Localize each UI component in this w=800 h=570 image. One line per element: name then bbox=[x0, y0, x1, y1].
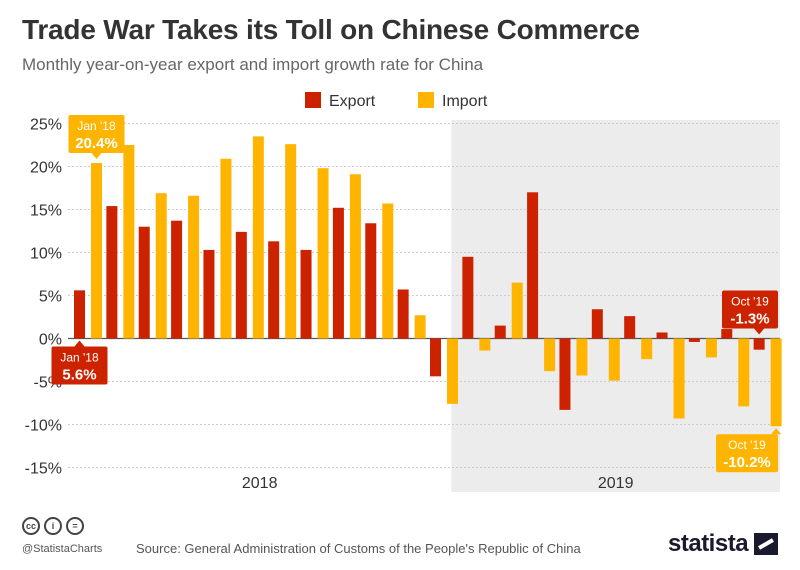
y-tick-label: 15% bbox=[30, 203, 62, 220]
import-bar bbox=[382, 203, 394, 339]
import-bar bbox=[511, 282, 523, 339]
year-label: 2018 bbox=[242, 475, 278, 492]
statista-logo-text: statista bbox=[668, 530, 749, 557]
y-tick-label: 0% bbox=[39, 332, 62, 349]
by-icon: i bbox=[44, 517, 62, 535]
callout-value: -10.2% bbox=[723, 454, 771, 471]
footer-handle: @StatistaCharts bbox=[22, 543, 103, 555]
export-bar bbox=[656, 332, 668, 339]
import-bar bbox=[188, 195, 200, 339]
chart-title: Trade War Takes its Toll on Chinese Comm… bbox=[22, 14, 640, 45]
callout-month: Oct '19 bbox=[728, 438, 766, 452]
export-bar bbox=[268, 241, 280, 339]
import-bar bbox=[770, 338, 782, 427]
export-bar bbox=[721, 329, 733, 339]
callout-box bbox=[722, 290, 778, 329]
import-bar bbox=[608, 338, 620, 381]
y-tick-label: 25% bbox=[30, 117, 62, 134]
import-bar bbox=[155, 193, 167, 339]
callout-month: Jan '18 bbox=[77, 119, 116, 133]
export-bar bbox=[203, 249, 215, 339]
y-tick-label: -15% bbox=[25, 461, 62, 478]
callout-box bbox=[716, 434, 778, 473]
nd-icon: = bbox=[66, 517, 84, 535]
export-bar bbox=[138, 226, 150, 339]
import-bar bbox=[447, 338, 458, 404]
export-bar bbox=[397, 289, 409, 339]
export-bar bbox=[171, 220, 183, 339]
export-bar bbox=[494, 325, 506, 339]
import-bar bbox=[479, 338, 491, 351]
import-bar bbox=[91, 163, 102, 339]
export-bar bbox=[430, 338, 441, 377]
import-bar bbox=[252, 136, 264, 339]
y-tick-label: 5% bbox=[39, 289, 62, 306]
year-label: 2019 bbox=[598, 475, 634, 492]
export-bar bbox=[591, 309, 603, 339]
callout-value: -1.3% bbox=[730, 311, 769, 328]
import-bar bbox=[317, 168, 329, 339]
y-tick-label: -10% bbox=[25, 418, 62, 435]
callout-pointer bbox=[91, 153, 102, 160]
import-bar bbox=[414, 315, 426, 339]
statista-logo: statista bbox=[668, 530, 779, 558]
import-bar bbox=[349, 174, 361, 339]
export-bar bbox=[106, 206, 118, 339]
import-bar bbox=[673, 338, 685, 419]
export-bar bbox=[688, 338, 700, 342]
import-bar bbox=[285, 144, 297, 339]
import-bar bbox=[220, 158, 232, 339]
export-bar bbox=[74, 290, 85, 339]
import-bar bbox=[705, 338, 717, 358]
export-bar bbox=[365, 223, 377, 339]
callout-month: Oct '19 bbox=[731, 295, 769, 309]
legend-swatch bbox=[418, 92, 434, 108]
callout-value: 20.4% bbox=[75, 135, 118, 152]
import-bar bbox=[641, 338, 653, 360]
import-bar bbox=[544, 338, 556, 372]
license-icons: cc i = bbox=[22, 517, 84, 535]
export-bar bbox=[624, 316, 636, 339]
callout-value: 5.6% bbox=[62, 367, 96, 384]
export-bar bbox=[753, 338, 765, 350]
import-bar bbox=[123, 145, 135, 339]
export-bar bbox=[332, 207, 344, 339]
import-bar bbox=[738, 338, 750, 407]
legend-swatch bbox=[305, 92, 321, 108]
legend-label: Import bbox=[442, 93, 488, 110]
y-tick-label: 20% bbox=[30, 160, 62, 177]
callout-pointer bbox=[771, 428, 782, 435]
legend-label: Export bbox=[329, 93, 376, 110]
footer-source: Source: General Administration of Custom… bbox=[136, 541, 581, 556]
chart-subtitle: Monthly year-on-year export and import g… bbox=[22, 55, 484, 74]
export-bar bbox=[527, 192, 539, 339]
export-bar bbox=[462, 256, 474, 339]
y-tick-label: 10% bbox=[30, 246, 62, 263]
callout-box bbox=[68, 115, 125, 154]
import-bar bbox=[576, 338, 588, 376]
export-bar bbox=[559, 338, 571, 410]
statista-logo-mark-icon bbox=[754, 533, 779, 555]
callout-month: Jan '18 bbox=[60, 351, 99, 365]
callout-box bbox=[51, 346, 108, 385]
cc-icon: cc bbox=[22, 517, 40, 535]
bar-chart: 25%20%15%10%5%0%-5%-10%-15%2018 2019Expor… bbox=[25, 92, 782, 492]
export-bar bbox=[300, 249, 312, 339]
export-bar bbox=[235, 231, 247, 339]
callout-pointer bbox=[754, 328, 765, 335]
callout-pointer bbox=[74, 340, 85, 347]
